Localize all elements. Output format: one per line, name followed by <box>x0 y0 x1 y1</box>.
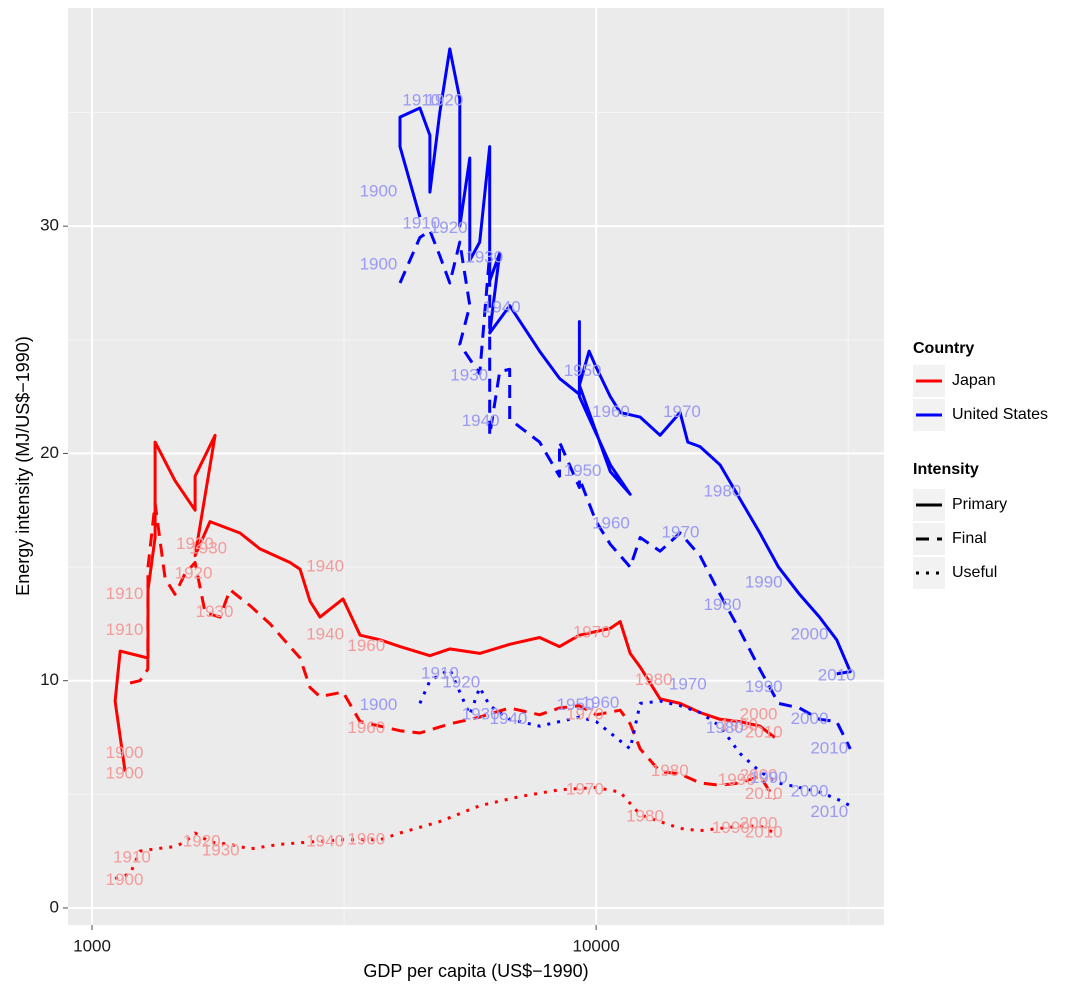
y-tick-label: 0 <box>50 897 59 916</box>
year-label: 1980 <box>703 482 741 501</box>
year-label: 1990 <box>718 770 756 789</box>
year-label: 1900 <box>360 695 398 714</box>
year-label: 2010 <box>810 802 848 821</box>
year-label: 1910 <box>106 584 144 603</box>
year-label: 1930 <box>202 841 240 860</box>
year-label: 1910 <box>421 663 459 682</box>
year-label: 1900 <box>106 870 144 889</box>
legend-label: Useful <box>952 564 997 581</box>
year-label: 1900 <box>106 743 144 762</box>
year-label: 1930 <box>465 247 503 266</box>
x-tick-label: 10000 <box>573 936 620 955</box>
series-line <box>418 667 851 808</box>
year-label: 1920 <box>425 91 463 110</box>
year-label: 1900 <box>360 182 398 201</box>
year-label: 2010 <box>818 666 856 685</box>
legend-label: Primary <box>952 496 1007 513</box>
y-tick-label: 10 <box>40 670 59 689</box>
series-line <box>398 229 852 750</box>
year-label: 1970 <box>663 402 701 421</box>
year-label: 1940 <box>490 709 528 728</box>
year-label: 1950 <box>564 461 602 480</box>
year-label: 1960 <box>582 693 620 712</box>
year-label: 2000 <box>740 704 778 723</box>
year-label: 1980 <box>703 595 741 614</box>
year-label: 2000 <box>740 766 778 785</box>
year-label: 1970 <box>566 704 604 723</box>
year-label: 1950 <box>557 695 595 714</box>
year-label: 1920 <box>175 563 213 582</box>
year-label: 1980 <box>651 761 689 780</box>
year-label: 1940 <box>306 557 344 576</box>
year-label: 2010 <box>745 784 783 803</box>
year-label: 1930 <box>462 704 500 723</box>
year-label: 1910 <box>113 847 151 866</box>
year-label: 2010 <box>810 738 848 757</box>
grid <box>68 8 884 925</box>
year-label: 1960 <box>347 718 385 737</box>
legend: Country Japan United States Intensity Primar… <box>913 340 1048 589</box>
year-label: 1970 <box>662 522 700 541</box>
series-line <box>129 501 776 800</box>
year-label: 1990 <box>750 768 788 787</box>
year-label: 1900 <box>106 763 144 782</box>
year-label: 1930 <box>189 538 227 557</box>
year-label: 1930 <box>196 602 234 621</box>
legend-label: Japan <box>952 372 996 389</box>
year-label: 1940 <box>462 411 500 430</box>
year-label: 1960 <box>592 513 630 532</box>
year-label: 1970 <box>669 675 707 694</box>
series-line <box>114 786 776 880</box>
year-label: 1910 <box>402 213 440 232</box>
marks: 1900191019201930194019601970198019902000… <box>106 47 856 889</box>
year-label: 1910 <box>106 620 144 639</box>
year-label: 1920 <box>430 218 468 237</box>
year-label: 1960 <box>347 636 385 655</box>
year-label: 2010 <box>745 722 783 741</box>
x-tick-label: 1000 <box>73 936 111 955</box>
year-label: 1990 <box>745 572 783 591</box>
panel <box>68 8 884 925</box>
year-label: 2000 <box>791 782 829 801</box>
year-label: 1940 <box>306 625 344 644</box>
x-axis-title: GDP per capita (US$−1990) <box>363 961 588 981</box>
year-label: 1980 <box>706 718 744 737</box>
year-label: 1940 <box>483 297 521 316</box>
year-label: 1990 <box>712 818 750 837</box>
legend-label: United States <box>952 406 1048 423</box>
y-axis-title: Energy intensity (MJ/US$−1990) <box>13 336 33 596</box>
legend-title: Country <box>913 340 974 357</box>
y-tick-label: 30 <box>40 216 59 235</box>
year-label: 2010 <box>745 822 783 841</box>
y-tick-label: 20 <box>40 443 59 462</box>
year-label: 1980 <box>626 807 664 826</box>
year-label: 1970 <box>573 622 611 641</box>
year-label: 1960 <box>347 829 385 848</box>
year-label: 1990 <box>745 677 783 696</box>
year-label: 1980 <box>635 670 673 689</box>
year-label: 1970 <box>566 779 604 798</box>
legend-label: Final <box>952 530 987 547</box>
year-label: 1900 <box>360 254 398 273</box>
year-label: 1910 <box>402 91 440 110</box>
series-line <box>398 47 852 676</box>
year-label: 2000 <box>791 625 829 644</box>
year-label: 1960 <box>592 402 630 421</box>
year-label: 1920 <box>183 832 221 851</box>
year-label: 1920 <box>442 672 480 691</box>
year-label: 1990 <box>720 716 758 735</box>
year-label: 2000 <box>791 709 829 728</box>
year-label: 1930 <box>450 366 488 385</box>
year-label: 1950 <box>564 361 602 380</box>
series-line <box>113 433 776 772</box>
year-label: 1940 <box>306 832 344 851</box>
year-label: 2000 <box>740 813 778 832</box>
year-label: 1920 <box>176 534 214 553</box>
legend-title: Intensity <box>913 461 979 478</box>
